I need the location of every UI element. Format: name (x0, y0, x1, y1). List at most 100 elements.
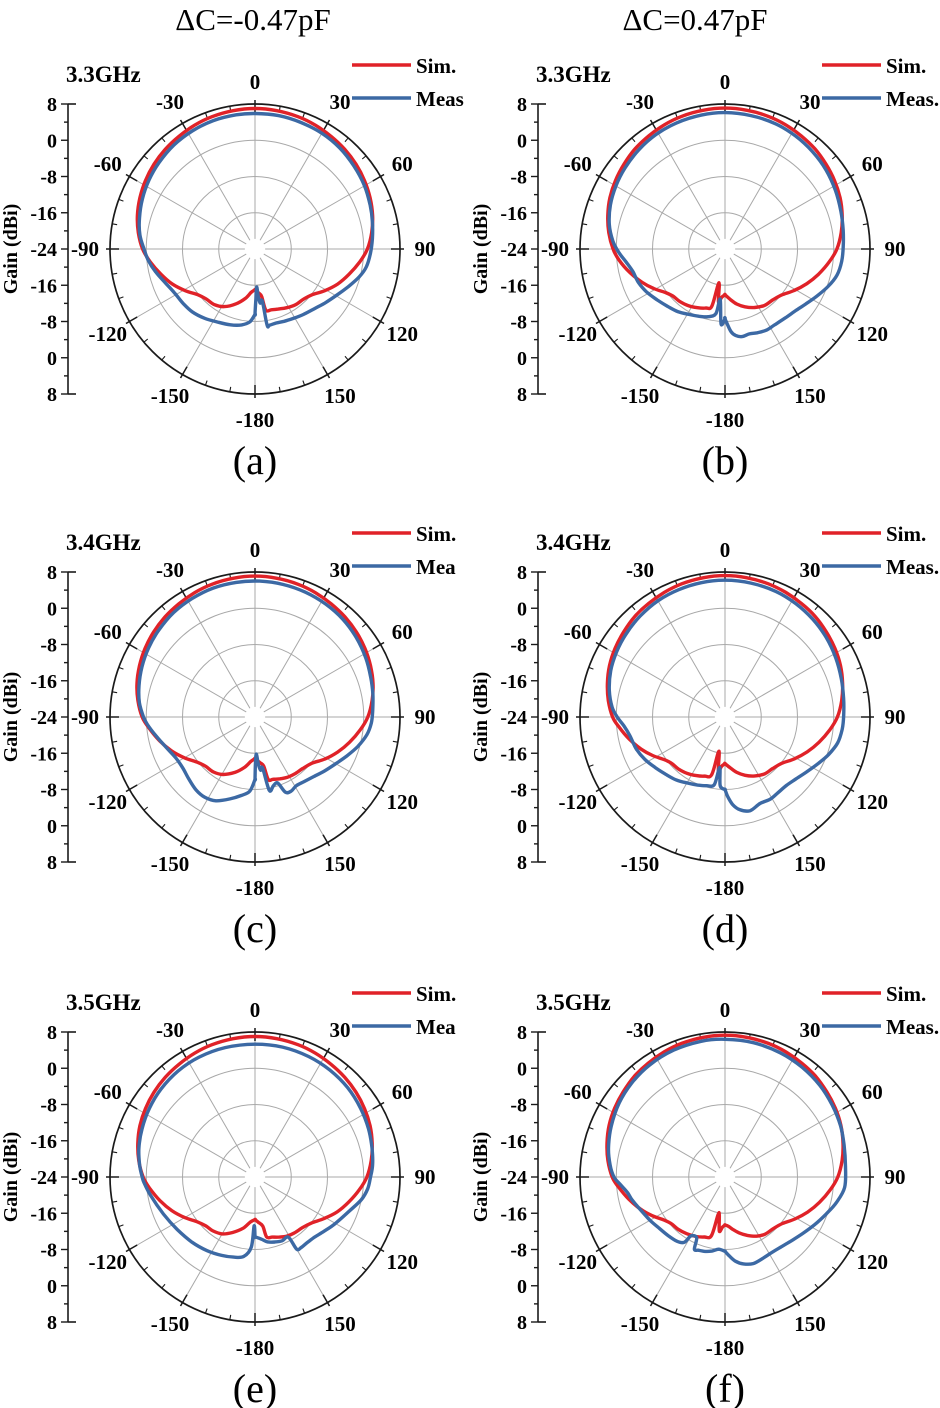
svg-text:8: 8 (47, 384, 57, 406)
svg-text:90: 90 (415, 1165, 436, 1189)
svg-text:120: 120 (386, 322, 418, 346)
svg-text:-8: -8 (40, 167, 57, 189)
sim-curve (135, 574, 375, 783)
svg-text:-90: -90 (541, 1165, 569, 1189)
curves (606, 106, 846, 339)
svg-text:0: 0 (47, 348, 57, 370)
svg-text:60: 60 (862, 620, 883, 644)
svg-text:-150: -150 (621, 1312, 660, 1336)
svg-text:8: 8 (517, 1022, 527, 1044)
svg-text:120: 120 (856, 322, 888, 346)
sim-curve (605, 573, 845, 779)
curves (136, 1034, 375, 1260)
svg-text:-30: -30 (626, 90, 654, 114)
svg-text:8: 8 (47, 1312, 57, 1334)
legend: Sim. Meas. (822, 54, 939, 111)
svg-text:-8: -8 (510, 1240, 527, 1262)
svg-text:0: 0 (250, 538, 261, 562)
svg-text:-180: -180 (236, 408, 275, 432)
gain-axis-title: Gain (dBi) (0, 1132, 22, 1223)
polar-grid (106, 568, 404, 866)
svg-text:0: 0 (47, 130, 57, 152)
svg-text:-16: -16 (30, 743, 57, 765)
legend: Sim. Meas (352, 54, 464, 111)
polar-plot-c: 0 30 60 90 120 150 -180 -150 -120 -90 -60 -30 8 0 -8 -1… (0, 512, 470, 952)
svg-text:-24: -24 (30, 239, 57, 261)
svg-text:90: 90 (885, 237, 906, 261)
svg-text:-16: -16 (500, 1203, 527, 1225)
curves (605, 573, 846, 813)
column-title-right: ΔC=0.47pF (622, 2, 768, 37)
svg-text:-120: -120 (89, 1250, 128, 1274)
gain-axis: 8 0 -8 -16 -24 -16 -8 0 8 Gain (dBi) (470, 562, 546, 874)
freq-label: 3.5GHz (536, 990, 611, 1015)
polar-plot-f: 0 30 60 90 120 150 -180 -150 -120 -90 -60 -30 8 0 -8 -1… (470, 972, 940, 1408)
svg-text:8: 8 (517, 562, 527, 584)
subplot-caption: (e) (233, 1366, 277, 1408)
gain-axis: 8 0 -8 -16 -24 -16 -8 0 8 Gain (dBi) (470, 1022, 546, 1334)
svg-text:60: 60 (862, 152, 883, 176)
svg-text:90: 90 (415, 237, 436, 261)
subplot-caption: (b) (702, 438, 749, 483)
svg-text:30: 30 (800, 90, 821, 114)
svg-text:0: 0 (47, 598, 57, 620)
curves (605, 1033, 848, 1266)
freq-label: 3.4GHz (536, 530, 611, 555)
svg-text:150: 150 (794, 852, 826, 876)
legend-label-sim: Sim. (416, 54, 456, 78)
svg-text:0: 0 (47, 1276, 57, 1298)
svg-text:-16: -16 (500, 671, 527, 693)
svg-text:-120: -120 (559, 1250, 598, 1274)
svg-text:8: 8 (47, 1022, 57, 1044)
svg-text:120: 120 (856, 1250, 888, 1274)
svg-text:-180: -180 (706, 1336, 745, 1360)
svg-text:8: 8 (517, 384, 527, 406)
legend-label-sim: Sim. (886, 54, 926, 78)
legend-label-sim: Sim. (416, 982, 456, 1006)
sim-curve (136, 1034, 374, 1240)
svg-text:8: 8 (47, 94, 57, 116)
gain-axis-title: Gain (dBi) (470, 1132, 492, 1223)
svg-text:150: 150 (794, 384, 826, 408)
gain-axis-title: Gain (dBi) (470, 672, 492, 763)
svg-text:30: 30 (330, 1018, 351, 1042)
svg-text:-24: -24 (500, 707, 527, 729)
polar-plot-b: 0 30 60 90 120 150 -180 -150 -120 -90 -60 -30 8 0 -8 -1… (470, 44, 940, 484)
svg-text:120: 120 (856, 790, 888, 814)
svg-text:8: 8 (517, 94, 527, 116)
svg-text:30: 30 (800, 1018, 821, 1042)
legend: Sim. Meas. (822, 982, 939, 1039)
svg-text:0: 0 (720, 70, 731, 94)
svg-text:-150: -150 (151, 384, 190, 408)
svg-text:-30: -30 (156, 90, 184, 114)
svg-text:-8: -8 (510, 312, 527, 334)
legend: Sim. Meas. (822, 522, 939, 579)
svg-text:60: 60 (392, 620, 413, 644)
subplot-caption: (a) (233, 438, 277, 483)
polar-plot-e: 0 30 60 90 120 150 -180 -150 -120 -90 -60 -30 8 0 -8 -1… (0, 972, 470, 1408)
legend-label-meas: Meas. (886, 87, 939, 111)
svg-text:8: 8 (47, 852, 57, 874)
svg-text:-16: -16 (30, 671, 57, 693)
svg-text:-16: -16 (30, 1131, 57, 1153)
svg-text:30: 30 (330, 558, 351, 582)
angle-labels: 0 30 60 90 120 150 -180 -150 -120 -90 -60 -30 (541, 998, 906, 1360)
svg-text:-24: -24 (500, 239, 527, 261)
svg-text:0: 0 (47, 1058, 57, 1080)
svg-text:-16: -16 (500, 743, 527, 765)
svg-text:-16: -16 (30, 203, 57, 225)
column-title-left: ΔC=-0.47pF (175, 2, 331, 37)
svg-text:150: 150 (324, 1312, 356, 1336)
svg-text:-8: -8 (40, 1095, 57, 1117)
gain-axis-title: Gain (dBi) (470, 204, 492, 295)
legend-label-sim: Sim. (886, 522, 926, 546)
svg-text:-180: -180 (236, 1336, 275, 1360)
meas-curve (607, 578, 846, 813)
svg-text:-8: -8 (40, 312, 57, 334)
svg-text:-16: -16 (500, 1131, 527, 1153)
legend: Sim. Mea (352, 982, 456, 1039)
svg-text:-60: -60 (564, 620, 592, 644)
svg-text:0: 0 (250, 998, 261, 1022)
svg-text:-60: -60 (564, 1080, 592, 1104)
svg-text:0: 0 (517, 1276, 527, 1298)
